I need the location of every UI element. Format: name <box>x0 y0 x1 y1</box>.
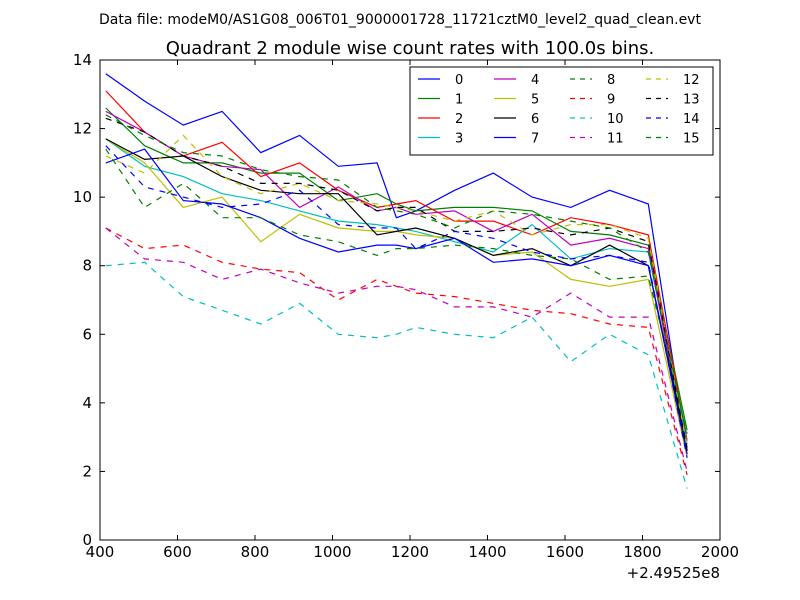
series-line-10 <box>105 261 688 489</box>
series-line-2 <box>105 90 688 441</box>
legend-label-2: 2 <box>455 112 463 127</box>
y-tick-label: 10 <box>73 188 92 206</box>
series-line-15 <box>105 114 688 438</box>
x-offset-label: +2.49525e8 <box>627 564 720 582</box>
legend-label-7: 7 <box>531 132 539 147</box>
y-tick-label: 12 <box>73 120 92 138</box>
y-tick-label: 6 <box>82 325 92 343</box>
x-tick-label: 600 <box>163 543 192 561</box>
series-line-6 <box>105 138 688 448</box>
series-line-13 <box>105 117 688 452</box>
series-line-7 <box>105 148 688 455</box>
y-tick-label: 8 <box>82 257 92 275</box>
y-tick-label: 14 <box>73 51 92 69</box>
series-line-8 <box>105 148 688 434</box>
x-tick-label: 1000 <box>313 543 351 561</box>
x-tick-label: 1600 <box>546 543 584 561</box>
series-line-12 <box>105 134 688 448</box>
y-tick-label: 2 <box>82 462 92 480</box>
chart-title: Quadrant 2 module wise count rates with … <box>166 38 655 59</box>
plot-area: 400 600 800 1000 1200 1400 1600 1800 20000246810… <box>73 51 739 561</box>
legend-label-11: 11 <box>607 132 624 147</box>
legend-label-5: 5 <box>531 93 539 108</box>
legend-label-12: 12 <box>683 73 700 88</box>
legend-label-3: 3 <box>455 132 463 147</box>
series-line-11 <box>105 227 688 472</box>
x-tick-label: 800 <box>241 543 270 561</box>
legend-label-14: 14 <box>683 112 700 127</box>
legend-label-0: 0 <box>455 73 463 88</box>
y-tick-label: 0 <box>82 531 92 549</box>
x-tick-label: 1800 <box>623 543 661 561</box>
y-tick-label: 4 <box>82 394 92 412</box>
legend-label-15: 15 <box>683 132 700 147</box>
x-tick-label: 400 <box>86 543 115 561</box>
legend-label-8: 8 <box>607 73 615 88</box>
series-line-14 <box>105 145 688 458</box>
legend-label-9: 9 <box>607 93 615 108</box>
legend-label-6: 6 <box>531 112 539 127</box>
legend-label-10: 10 <box>607 112 624 127</box>
series-line-0 <box>105 73 688 451</box>
chart-suptitle: Data file: modeM0/AS1G08_006T01_90000017… <box>99 12 701 28</box>
x-tick-label: 1400 <box>468 543 506 561</box>
legend-label-13: 13 <box>683 93 700 108</box>
series-line-9 <box>105 227 688 476</box>
series-line-3 <box>105 138 688 445</box>
x-tick-label: 2000 <box>701 543 739 561</box>
x-tick-label: 1200 <box>391 543 429 561</box>
series-line-5 <box>105 138 688 458</box>
legend-label-1: 1 <box>455 93 463 108</box>
series-line-1 <box>105 107 688 431</box>
legend-box <box>409 66 714 156</box>
legend-label-4: 4 <box>531 73 539 88</box>
